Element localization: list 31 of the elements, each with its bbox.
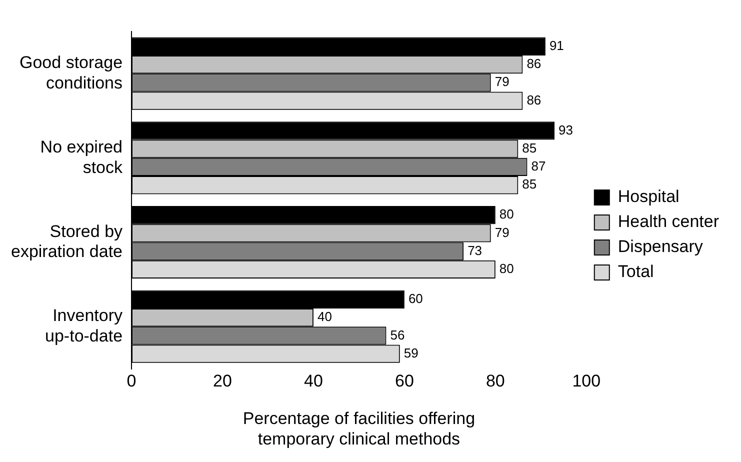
y-tick-label: Inventory up-to-date xyxy=(45,306,124,346)
y-tick-label: No expired stock xyxy=(40,137,124,177)
data-label: 93 xyxy=(558,122,574,138)
data-label: 86 xyxy=(526,92,542,108)
data-label: 85 xyxy=(522,140,537,156)
data-label: 79 xyxy=(494,224,510,240)
data-label: 56 xyxy=(390,327,405,342)
y-tick-label: Good storage conditions xyxy=(20,53,123,92)
x-tick-label: 100 xyxy=(572,372,601,391)
data-label: 85 xyxy=(522,176,537,192)
legend-label: Hospital xyxy=(618,187,680,206)
x-tick-label: 60 xyxy=(394,372,414,391)
x-tick-label: 40 xyxy=(304,372,323,391)
data-label: 87 xyxy=(531,158,546,174)
data-label: 59 xyxy=(404,345,418,360)
data-label: 73 xyxy=(468,242,482,258)
data-label: 60 xyxy=(408,291,423,306)
data-label: 80 xyxy=(499,261,514,276)
data-label: 80 xyxy=(499,206,514,222)
x-tick-label: 80 xyxy=(486,372,505,391)
x-tick-label: 20 xyxy=(213,372,232,391)
data-label: 86 xyxy=(526,56,542,72)
legend-label: Dispensary xyxy=(618,237,704,256)
legend-label: Total xyxy=(618,262,654,282)
y-tick-label: Stored by expiration date xyxy=(10,222,124,262)
data-label: 40 xyxy=(317,309,332,324)
legend-label: Health center xyxy=(618,212,720,232)
x-axis-title: Percentage of facilities offering temporary clinical methods xyxy=(242,409,476,448)
data-label: 91 xyxy=(549,38,564,53)
x-tick-label: 0 xyxy=(126,372,136,391)
data-label: 79 xyxy=(494,74,510,90)
